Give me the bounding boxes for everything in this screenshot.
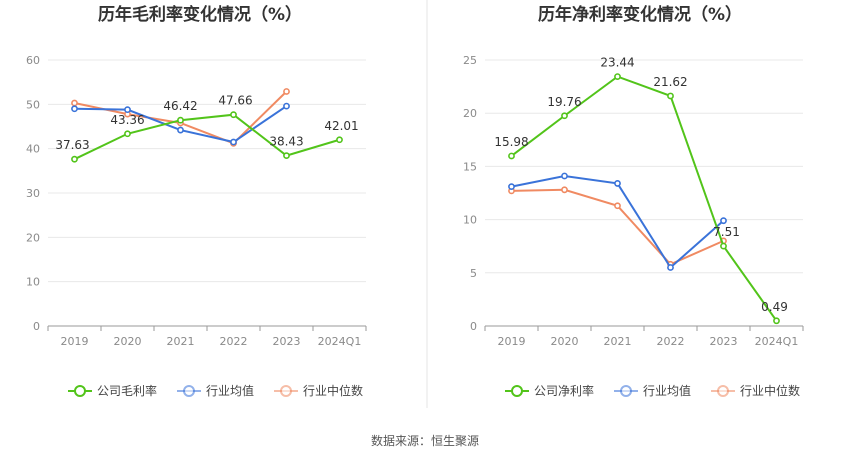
data-point <box>283 88 290 95</box>
y-tick-label: 40 <box>26 143 40 156</box>
data-point <box>230 111 237 119</box>
y-tick-label: 20 <box>463 107 477 120</box>
data-label: 7.51 <box>713 225 740 239</box>
chart-title: 历年净利率变化情况（%） <box>538 4 742 25</box>
legend-item-1[interactable]: 公司净利率 <box>505 383 594 398</box>
data-point <box>614 202 621 210</box>
legend-marker <box>280 385 292 397</box>
y-tick-label: 30 <box>26 187 40 200</box>
legend-label: 公司净利率 <box>534 383 594 398</box>
x-tick-label: 2019 <box>61 335 89 348</box>
legend-item-1[interactable]: 公司毛利率 <box>68 383 157 398</box>
y-tick-label: 25 <box>463 54 477 67</box>
data-point <box>561 172 568 180</box>
x-tick-label: 2023 <box>273 335 301 348</box>
data-point <box>336 136 343 144</box>
legend-label: 行业均值 <box>206 383 254 398</box>
data-point <box>71 105 78 113</box>
series-line-3 <box>511 188 724 266</box>
data-label: 0.49 <box>761 300 788 314</box>
data-label: 43.36 <box>110 113 144 127</box>
data-point <box>177 126 184 134</box>
chart-panel-1: 历年毛利率变化情况（%） 0 10 20 30 40 50 60 2019 2020 2021 202… <box>26 4 367 398</box>
data-point <box>283 152 290 160</box>
data-label: 47.66 <box>218 94 252 108</box>
y-tick-label: 15 <box>463 160 477 173</box>
data-point <box>561 112 568 120</box>
data-point <box>667 92 674 100</box>
data-point <box>508 183 515 191</box>
legend-item-3[interactable]: 行业中位数 <box>274 383 363 398</box>
legend-marker <box>511 385 523 397</box>
legend-item-3[interactable]: 行业中位数 <box>711 383 800 398</box>
y-tick-label: 0 <box>33 320 40 333</box>
data-label: 21.62 <box>653 75 687 89</box>
x-tick-label: 2021 <box>604 335 632 348</box>
y-tick-label: 0 <box>470 320 477 333</box>
legend-marker <box>183 385 195 397</box>
data-point <box>124 130 131 138</box>
data-point <box>177 116 184 124</box>
x-tick-label: 2024Q1 <box>755 335 799 348</box>
chart-panel-2: 历年净利率变化情况（%） 0 5 10 15 20 25 2019 2020 2021 2022 20… <box>463 4 804 398</box>
legend-label: 行业均值 <box>643 383 691 398</box>
data-point <box>720 242 727 250</box>
data-point <box>720 217 727 225</box>
x-tick-label: 2022 <box>220 335 248 348</box>
series-line-1 <box>510 75 778 322</box>
data-label: 23.44 <box>600 56 634 70</box>
legend-marker <box>74 385 86 397</box>
data-label: 19.76 <box>547 95 581 109</box>
data-point <box>773 317 780 325</box>
y-tick-label: 20 <box>26 231 40 244</box>
legend-item-2[interactable]: 行业均值 <box>177 383 254 398</box>
x-tick-label: 2022 <box>657 335 685 348</box>
x-tick-label: 2020 <box>551 335 579 348</box>
legend-marker <box>717 385 729 397</box>
y-tick-label: 5 <box>470 267 477 280</box>
data-point <box>71 155 78 163</box>
x-tick-label: 2023 <box>710 335 738 348</box>
legend-label: 公司毛利率 <box>97 383 157 398</box>
x-tick-label: 2019 <box>498 335 526 348</box>
chart-title: 历年毛利率变化情况（%） <box>98 4 302 25</box>
x-tick-label: 2024Q1 <box>318 335 362 348</box>
data-point <box>561 186 568 194</box>
data-label: 37.63 <box>55 138 89 152</box>
data-point <box>71 99 78 107</box>
series-line-1 <box>74 113 340 161</box>
data-label: 38.43 <box>269 135 303 149</box>
legend-marker <box>620 385 632 397</box>
data-label: 46.42 <box>163 99 197 113</box>
legend-label: 行业中位数 <box>740 383 800 398</box>
y-tick-label: 10 <box>26 276 40 289</box>
y-tick-label: 50 <box>26 98 40 111</box>
data-point <box>124 106 131 114</box>
data-point <box>230 138 237 146</box>
data-point <box>667 264 674 271</box>
legend-label: 行业中位数 <box>303 383 363 398</box>
data-point <box>508 152 515 160</box>
data-point <box>283 102 290 110</box>
data-source: 数据来源：恒生聚源 <box>371 433 479 448</box>
data-point <box>614 180 621 187</box>
legend-item-2[interactable]: 行业均值 <box>614 383 691 398</box>
data-point <box>614 73 621 80</box>
y-tick-label: 60 <box>26 54 40 67</box>
data-label: 15.98 <box>494 135 528 149</box>
x-tick-label: 2020 <box>114 335 142 348</box>
data-label: 42.01 <box>324 119 358 133</box>
y-tick-label: 10 <box>463 214 477 227</box>
x-tick-label: 2021 <box>167 335 195 348</box>
